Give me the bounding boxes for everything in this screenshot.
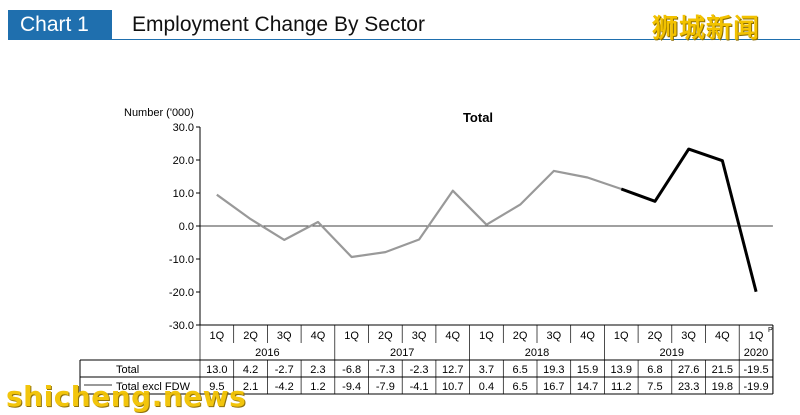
quarter-label: 4Q <box>445 330 460 342</box>
data-cell: -9.4 <box>342 381 361 393</box>
data-cell: 2.3 <box>310 364 325 376</box>
data-cell: 3.7 <box>479 364 494 376</box>
data-cell: -7.3 <box>376 364 395 376</box>
data-cell: 11.2 <box>611 381 632 393</box>
header-bar: Chart 1 Employment Change By Sector 狮城新闻 <box>0 0 800 44</box>
data-cell: -4.1 <box>410 381 429 393</box>
quarter-label: 3Q <box>681 330 696 342</box>
year-label: 2019 <box>660 347 684 359</box>
quarter-label: 4Q <box>715 330 730 342</box>
data-cell: 19.8 <box>712 381 733 393</box>
year-label: 2016 <box>255 347 279 359</box>
data-cell: -2.3 <box>410 364 429 376</box>
data-cell: -7.9 <box>376 381 395 393</box>
data-cell: 23.3 <box>678 381 699 393</box>
y-tick-label: -30.0 <box>169 320 194 332</box>
quarter-label: 1Q <box>479 330 494 342</box>
data-cell: 6.8 <box>647 364 662 376</box>
data-cell: 13.0 <box>206 364 227 376</box>
data-cell: 15.9 <box>577 364 598 376</box>
data-cell: 0.4 <box>479 381 494 393</box>
data-cell: 14.7 <box>577 381 598 393</box>
quarter-label: 4Q <box>311 330 326 342</box>
series-line-black <box>620 147 758 293</box>
year-label: 2017 <box>390 347 414 359</box>
series-row-label: Total <box>116 364 139 376</box>
page-title: Employment Change By Sector <box>132 13 425 36</box>
y-tick-label: 20.0 <box>173 155 194 167</box>
data-cell: 13.9 <box>611 364 632 376</box>
quarter-label: 1Q <box>210 330 225 342</box>
series-line-grey <box>216 169 622 259</box>
data-cell: 9.5 <box>209 381 224 393</box>
data-cell: -6.8 <box>342 364 361 376</box>
data-cell: 27.6 <box>678 364 699 376</box>
data-cell: 6.5 <box>513 364 528 376</box>
quarter-label: 3Q <box>412 330 427 342</box>
data-cell: 10.7 <box>442 381 463 393</box>
chart-number-tag: Chart 1 <box>8 10 112 40</box>
data-cell: 1.2 <box>310 381 325 393</box>
y-tick-label: -20.0 <box>169 287 194 299</box>
series-row-label: Total excl FDW <box>116 381 191 393</box>
data-cell: 2.1 <box>243 381 258 393</box>
y-tick-label: 30.0 <box>173 122 194 134</box>
quarter-label: 1Q <box>749 330 764 342</box>
quarter-label: 1Q <box>614 330 629 342</box>
data-cell: 19.3 <box>543 364 564 376</box>
data-cell: 4.2 <box>243 364 258 376</box>
data-cell: -4.2 <box>275 381 294 393</box>
data-cell: 7.5 <box>647 381 662 393</box>
quarter-label: 2Q <box>648 330 663 342</box>
data-cell: 12.7 <box>442 364 463 376</box>
data-cell: -2.7 <box>275 364 294 376</box>
data-cell: 6.5 <box>513 381 528 393</box>
quarter-label: 2Q <box>243 330 258 342</box>
year-label: 2018 <box>525 347 549 359</box>
quarter-label: 4Q <box>580 330 595 342</box>
quarter-label: 3Q <box>277 330 292 342</box>
y-tick-label: -10.0 <box>169 254 194 266</box>
quarter-label: 2Q <box>378 330 393 342</box>
quarter-label: 1Q <box>344 330 359 342</box>
header-divider <box>112 39 800 40</box>
y-tick-label: 0.0 <box>179 221 194 233</box>
y-tick-label: 10.0 <box>173 188 194 200</box>
year-label: 2020 <box>744 347 768 359</box>
quarter-superscript: P <box>768 327 773 334</box>
chart-title: Total <box>463 110 493 125</box>
watermark: shicheng.news <box>6 380 247 413</box>
data-cell: -19.9 <box>744 381 769 393</box>
brand-logo: 狮城新闻 <box>652 14 761 44</box>
data-cell: 21.5 <box>712 364 733 376</box>
data-cell: 16.7 <box>543 381 564 393</box>
quarter-label: 2Q <box>513 330 528 342</box>
y-axis-label: Number ('000) <box>124 107 194 119</box>
quarter-label: 3Q <box>547 330 562 342</box>
data-cell: -19.5 <box>744 364 769 376</box>
